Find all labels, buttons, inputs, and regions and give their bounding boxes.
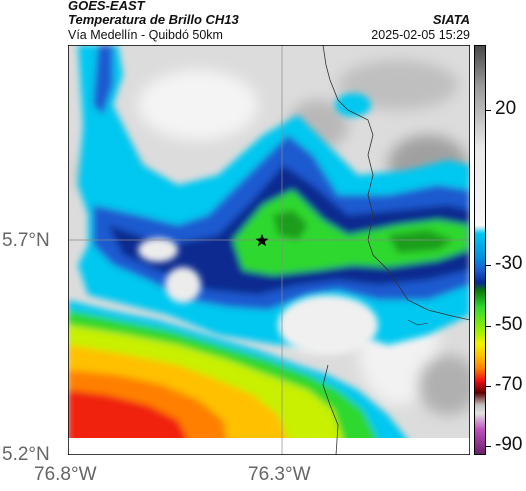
colorbar-label-minus50: -50 <box>495 314 523 335</box>
lat-tick-5-2: 5.2°N <box>2 444 50 465</box>
lat-tick-5-7: 5.7°N <box>2 230 50 251</box>
colorbar-tick <box>486 326 491 327</box>
warm-surface-region <box>68 300 408 455</box>
colorbar-label-minus90: -90 <box>495 434 523 455</box>
colorbar-tick <box>486 110 491 111</box>
satellite-map <box>68 45 470 455</box>
colorbar-tick <box>486 265 491 266</box>
colorbar-label-minus30: -30 <box>495 253 523 274</box>
lon-tick-76-3: 76.3°W <box>248 464 311 485</box>
source-label: SIATA <box>432 12 470 27</box>
river-line <box>407 319 429 326</box>
border-line <box>322 45 470 321</box>
map-bottom-edge <box>68 438 470 455</box>
cloud-gaps <box>138 93 378 355</box>
lon-tick-76-8: 76.8°W <box>34 464 97 485</box>
product-label: GOES-EAST <box>68 0 145 13</box>
colorbar <box>474 45 486 455</box>
star-icon <box>255 234 269 247</box>
colorbar-label-minus70: -70 <box>495 374 523 395</box>
coastline <box>322 364 339 455</box>
timestamp: 2025-02-05 15:29 <box>371 28 470 42</box>
colorbar-tick <box>486 386 491 387</box>
colorbar-label-20: 20 <box>495 98 517 119</box>
colorbar-tick <box>486 446 491 447</box>
map-subtitle: Vía Medellín - Quibdó 50km <box>68 28 223 42</box>
map-title: Temperatura de Brillo CH13 <box>68 12 239 27</box>
